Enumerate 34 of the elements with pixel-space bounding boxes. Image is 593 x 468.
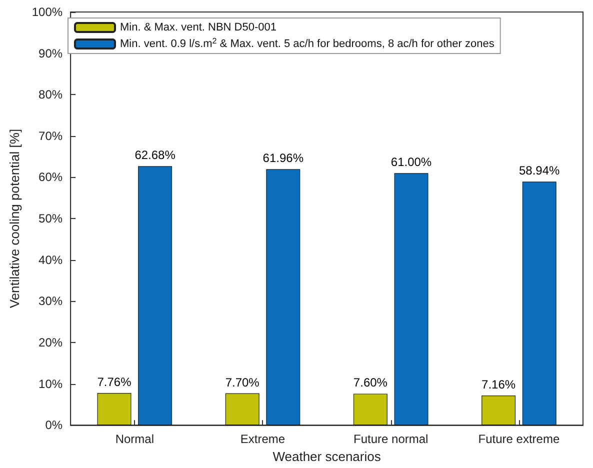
bar [97, 393, 132, 426]
y-tick-label: 60% [38, 170, 63, 184]
y-tick-label: 40% [38, 252, 63, 267]
y-tick-label: 70% [38, 128, 63, 143]
data-label: 7.60% [353, 376, 388, 390]
y-tick-label: 100% [32, 5, 63, 19]
x-tick-label: Future extreme [478, 432, 560, 446]
y-tick-label: 0% [45, 418, 63, 432]
y-tick-label: 90% [38, 46, 63, 60]
legend-label: Min. & Max. vent. NBN D50-001 [120, 22, 277, 34]
x-tick-label: Normal [115, 432, 154, 446]
bar [353, 394, 388, 426]
bar [394, 173, 428, 426]
y-axis-title: Ventilative cooling potential [%] [7, 128, 22, 308]
y-tick-label: 10% [38, 376, 63, 391]
data-label: 7.16% [482, 378, 516, 392]
bar [138, 166, 172, 426]
data-label: 7.70% [225, 375, 260, 390]
data-label: 61.00% [390, 155, 432, 170]
x-tick-label: Extreme [240, 432, 286, 446]
data-label: 62.68% [134, 148, 176, 162]
y-tick-label: 30% [38, 294, 63, 308]
x-tick-label: Future normal [353, 432, 428, 446]
data-label: 61.96% [262, 151, 304, 166]
bar [522, 182, 556, 426]
bar [482, 396, 516, 426]
y-tick-label: 80% [38, 88, 63, 102]
data-label: 7.76% [97, 375, 132, 390]
bar [266, 169, 300, 426]
y-tick-label: 20% [38, 335, 63, 350]
x-axis-title: Weather scenarios [272, 449, 382, 464]
data-label: 58.94% [518, 164, 560, 178]
y-tick-label: 50% [38, 212, 63, 226]
bar [225, 393, 260, 426]
